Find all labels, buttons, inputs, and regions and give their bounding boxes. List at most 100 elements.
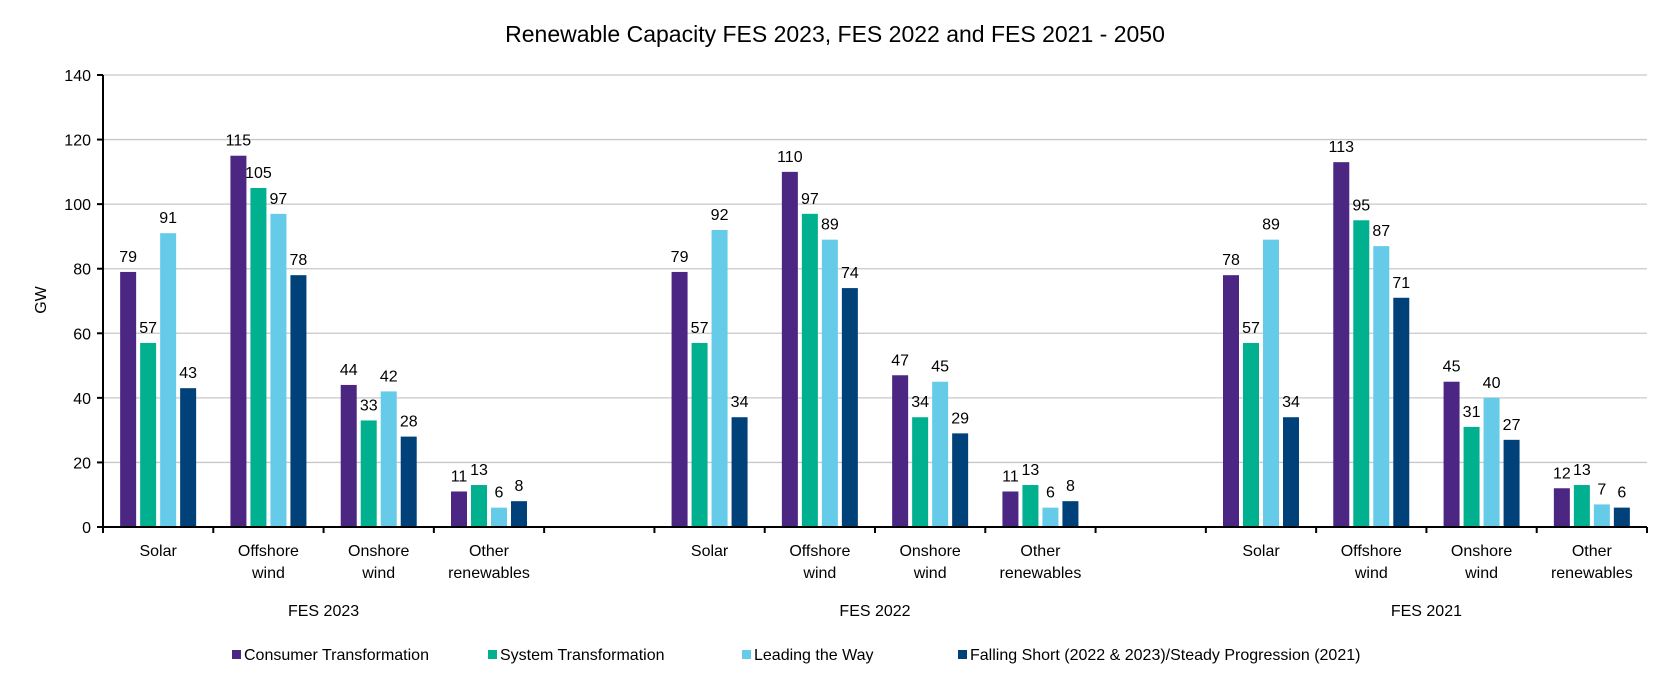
data-label: 12 [1553,465,1571,482]
bar [912,417,929,527]
bar [140,342,157,527]
legend-item: Consumer Transformation [232,647,429,664]
group-label: FES 2022 [839,603,910,620]
data-label: 34 [911,394,929,411]
category-label: Solar [691,543,729,560]
data-label: 34 [1282,394,1300,411]
bar [400,436,417,527]
legend-label: System Transformation [500,647,665,664]
bar [1062,501,1079,527]
bar [1503,439,1520,527]
legend: Consumer Transformation System Transforma… [232,647,1360,664]
bar [451,491,467,527]
bar [270,213,287,528]
data-label: 43 [179,365,197,382]
category-label: Offshore wind [789,543,850,582]
bar [250,188,267,527]
data-label: 13 [1022,462,1040,479]
bar [821,239,838,527]
bar [491,507,507,527]
category-label-line: Offshore [238,543,299,560]
bar [1573,485,1590,527]
data-label: 91 [159,210,177,227]
bar [731,417,748,527]
category-label: Onshore wind [899,543,960,582]
data-label: 57 [691,320,709,337]
data-label: 79 [119,249,137,266]
data-label: 79 [671,249,689,266]
data-label: 74 [841,265,859,282]
gridlines [103,74,1647,464]
bar [1443,381,1460,527]
category-label-line: Onshore [348,543,409,560]
group-label: FES 2021 [1391,603,1462,620]
data-label: 57 [139,320,157,337]
data-label: 33 [360,397,378,414]
bar [801,213,818,528]
bar [290,275,307,527]
data-label: 95 [1352,197,1370,214]
bar [1593,504,1610,527]
category-label-line: Onshore [1451,543,1512,560]
category-label-line: Offshore [789,543,850,560]
data-label: 6 [1046,485,1055,502]
bar [1223,275,1239,527]
bar [1283,417,1299,527]
data-label: 8 [1066,478,1075,495]
legend-label: Leading the Way [754,647,873,664]
category-label-line: renewables [448,565,530,582]
bar [180,388,197,527]
category-label-line: renewables [1000,565,1082,582]
category-label-line: wind [913,565,947,582]
category-label: Onshore wind [1451,543,1512,582]
category-label-line: renewables [1551,565,1633,582]
y-axis-label: GW [33,285,50,313]
bar [1243,342,1259,527]
data-label: 89 [1262,217,1280,234]
category-label-line: wind [802,565,836,582]
category-label-line: Other [1572,543,1613,560]
bar [340,384,357,527]
data-label: 89 [821,217,839,234]
category-label-line: Offshore [1341,543,1402,560]
bar [691,342,708,527]
data-label: 97 [270,191,288,208]
y-tick-label: 80 [73,262,91,279]
data-label: 97 [801,191,819,208]
category-label: Other renewables [1551,543,1633,582]
legend-item: Leading the Way [742,647,873,664]
bar [1333,162,1350,527]
bar [120,271,137,527]
data-label: 34 [731,394,749,411]
data-label: 13 [470,462,488,479]
data-label: 42 [380,368,398,385]
data-label: 87 [1372,223,1390,240]
bar [360,420,377,527]
data-label: 6 [495,485,504,502]
y-tick-label: 60 [73,326,91,343]
legend-label: Consumer Transformation [244,647,429,664]
data-label: 13 [1573,462,1591,479]
bar [711,229,728,527]
bar [781,171,798,527]
y-tick-label: 20 [73,455,91,472]
data-label: 29 [951,410,969,427]
bar [1022,485,1039,527]
category-label: Offshore wind [1341,543,1402,582]
y-tick-label: 140 [64,68,91,85]
legend-swatch [742,650,751,659]
category-label-line: Onshore [899,543,960,560]
bar [1463,426,1480,527]
data-label: 27 [1503,417,1521,434]
category-label-line: wind [361,565,395,582]
data-label: 7 [1597,481,1606,498]
data-label: 11 [1002,468,1019,485]
category-label-line: wind [1354,565,1388,582]
bar [952,433,969,527]
y-tick-label: 120 [64,133,91,150]
data-label: 115 [226,133,252,150]
bar [1263,239,1279,527]
bar [1553,488,1570,527]
data-label: 113 [1329,139,1355,156]
